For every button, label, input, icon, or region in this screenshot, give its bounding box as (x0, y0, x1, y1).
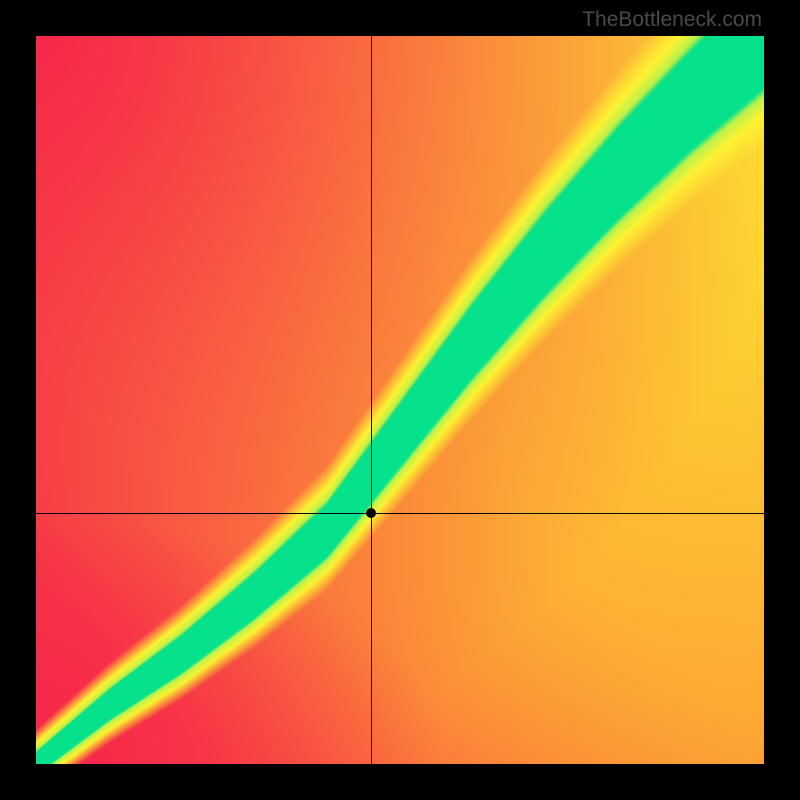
crosshair-horizontal (36, 513, 764, 514)
watermark-text: TheBottleneck.com (582, 8, 762, 32)
marker-dot (366, 508, 376, 518)
crosshair-vertical (371, 36, 372, 764)
bottleneck-heatmap (36, 36, 764, 764)
heatmap-canvas (36, 36, 764, 764)
